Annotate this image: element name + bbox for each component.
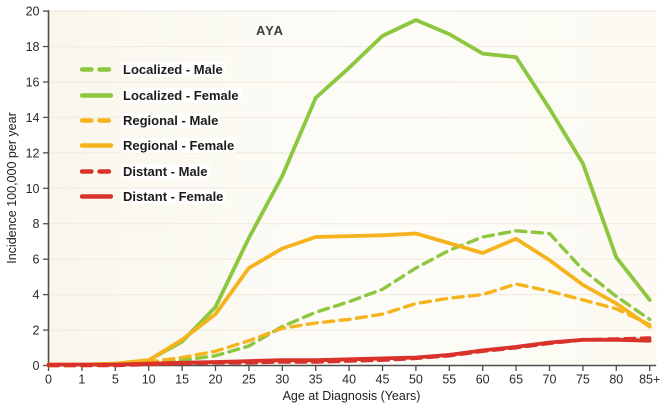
dashed-line-swatch-icon xyxy=(80,118,113,123)
x-tick-label-0: 0 xyxy=(45,373,52,387)
x-tick-label-30: 30 xyxy=(275,373,289,387)
y-tick-label-0: 0 xyxy=(33,359,40,373)
legend-label: Distant - Male xyxy=(121,163,210,179)
x-tick-label-40: 40 xyxy=(342,373,356,387)
solid-line-swatch-icon xyxy=(80,143,113,149)
x-tick-label-65: 65 xyxy=(509,373,523,387)
x-tick-label-75: 75 xyxy=(576,373,590,387)
x-tick-label-35: 35 xyxy=(309,373,323,387)
y-tick-label-12: 12 xyxy=(26,146,40,160)
y-tick-label-16: 16 xyxy=(26,75,40,89)
legend-item-regional-male: Regional - Male xyxy=(80,108,241,133)
legend-label: Distant - Female xyxy=(121,189,226,205)
dashed-line-swatch-icon xyxy=(80,169,113,174)
x-tick-label-80: 80 xyxy=(609,373,623,387)
x-axis-title: Age at Diagnosis (Years) xyxy=(282,389,421,403)
x-tick-label-20: 20 xyxy=(209,373,223,387)
y-tick-label-6: 6 xyxy=(33,253,40,267)
x-tick-label-85+: 85+ xyxy=(639,373,660,387)
x-tick-label-45: 45 xyxy=(376,373,390,387)
y-tick-label-8: 8 xyxy=(33,217,40,231)
series-regional-female xyxy=(46,231,652,367)
x-tick-label-15: 15 xyxy=(175,373,189,387)
legend-label: Regional - Male xyxy=(121,112,221,128)
legend-label: Localized - Male xyxy=(121,62,225,78)
legend-item-localized-female: Localized - Female xyxy=(80,82,241,107)
y-tick-label-18: 18 xyxy=(26,40,40,54)
solid-line-swatch-icon xyxy=(80,92,113,98)
dashed-line-swatch-icon xyxy=(80,67,113,72)
x-tick-label-5: 5 xyxy=(112,373,119,387)
y-tick-label-20: 20 xyxy=(26,5,40,19)
chart-legend: Localized - Male Localized - Female Region… xyxy=(80,57,241,209)
plot-title: AYA xyxy=(255,23,285,38)
series-distant-female xyxy=(46,337,652,367)
legend-item-distant-male: Distant - Male xyxy=(80,159,241,184)
y-tick-label-4: 4 xyxy=(33,288,40,302)
legend-item-localized-male: Localized - Male xyxy=(80,57,241,82)
legend-item-regional-female: Regional - Female xyxy=(80,133,241,158)
y-tick-label-14: 14 xyxy=(26,111,40,125)
x-tick-label-50: 50 xyxy=(409,373,423,387)
y-axis-title: Incidence 100,000 per year xyxy=(5,112,19,264)
x-tick-label-25: 25 xyxy=(242,373,256,387)
x-tick-label-10: 10 xyxy=(142,373,156,387)
x-tick-label-55: 55 xyxy=(442,373,456,387)
y-tick-label-2: 2 xyxy=(33,324,40,338)
x-tick-label-60: 60 xyxy=(476,373,490,387)
x-tick-label-70: 70 xyxy=(543,373,557,387)
solid-line-swatch-icon xyxy=(80,194,113,199)
y-tick-label-10: 10 xyxy=(26,182,40,196)
legend-label: Regional - Female xyxy=(121,138,237,154)
legend-item-distant-female: Distant - Female xyxy=(80,184,241,209)
legend-label: Localized - Female xyxy=(121,87,241,103)
x-tick-label-1: 1 xyxy=(78,373,85,387)
